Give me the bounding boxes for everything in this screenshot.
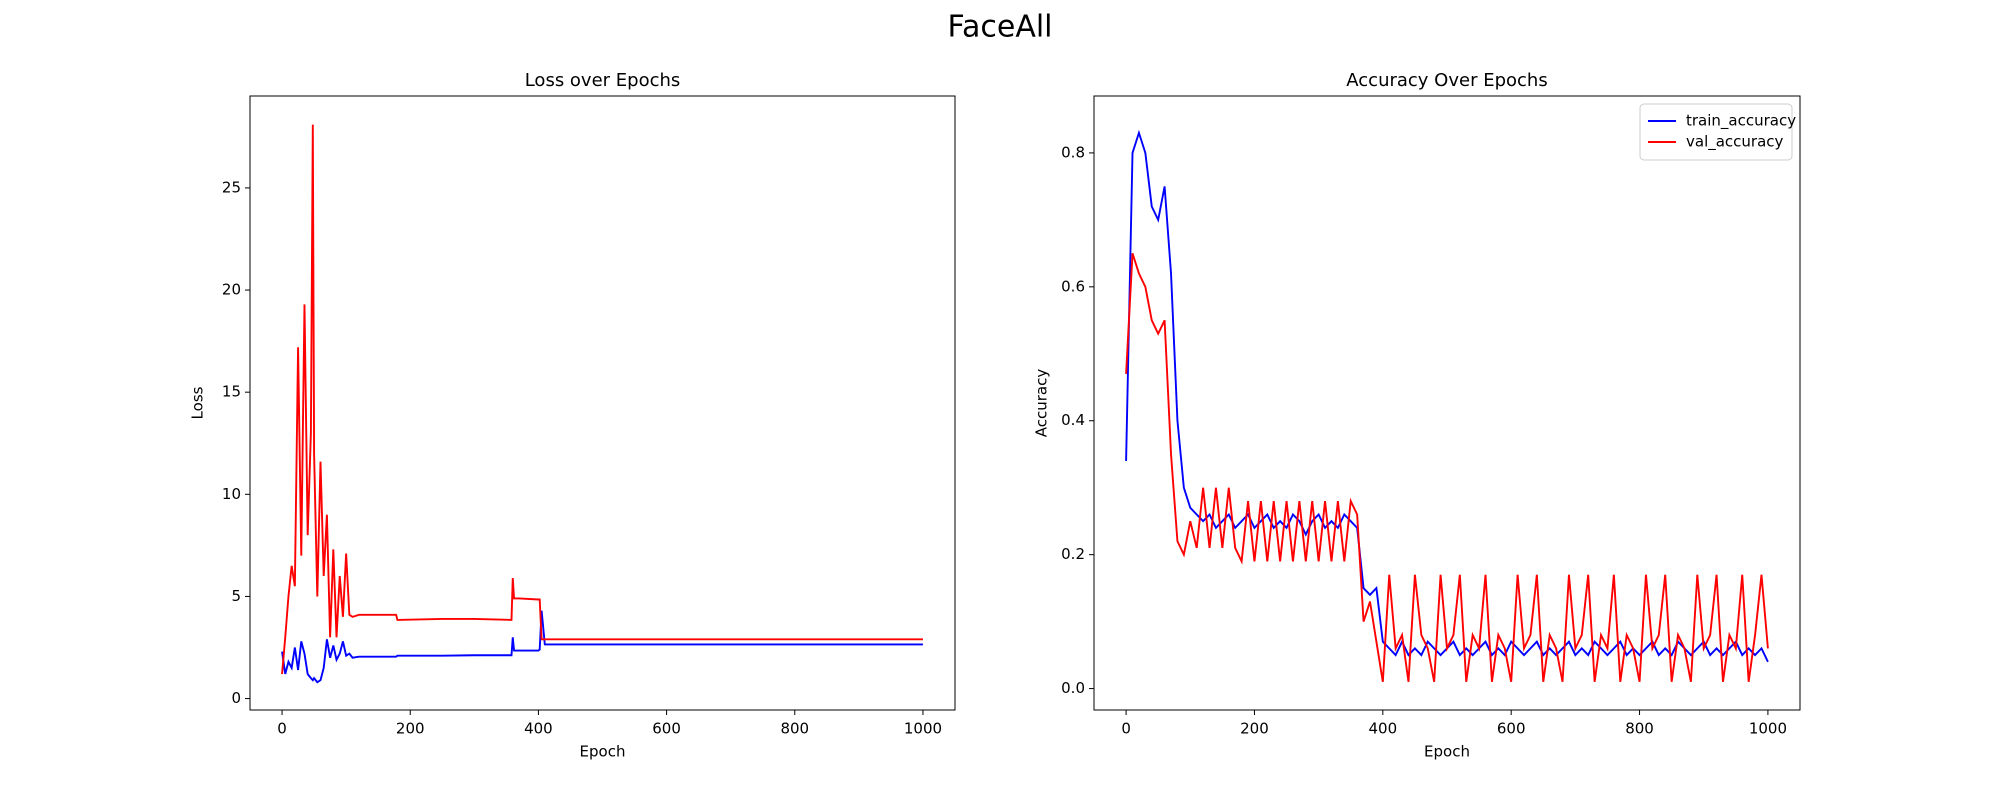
line-series [1125, 253, 1769, 683]
plot-frame [1093, 95, 1801, 711]
axis-title: Loss over Epochs [525, 70, 681, 91]
legend-box [1639, 103, 1793, 161]
y-tick-label: 15 [222, 383, 241, 401]
x-tick-label: 600 [652, 720, 681, 738]
y-tick-label: 0.6 [1061, 277, 1085, 295]
x-tick-label: 800 [780, 720, 809, 738]
y-tick-label: 20 [222, 281, 241, 299]
y-tick-label: 0.2 [1061, 545, 1085, 563]
x-tick-label: 1000 [904, 720, 942, 738]
x-axis-label: Epoch [580, 743, 626, 761]
x-tick-label: 0 [277, 720, 287, 738]
plot-frame [249, 95, 956, 711]
x-tick-label: 1000 [1749, 720, 1787, 738]
y-axis-label: Loss [189, 386, 207, 419]
x-tick-label: 200 [396, 720, 425, 738]
y-axis-label: Accuracy [1033, 369, 1051, 438]
x-tick-label: 400 [524, 720, 553, 738]
y-tick-label: 25 [222, 178, 241, 196]
figure-title: FaceAll [947, 10, 1052, 45]
x-tick-label: 800 [1625, 720, 1654, 738]
x-tick-label: 0 [1121, 720, 1131, 738]
y-tick-label: 0.8 [1061, 143, 1085, 161]
axis-title: Accuracy Over Epochs [1346, 70, 1547, 91]
y-tick-label: 5 [231, 587, 241, 605]
line-series [281, 610, 923, 684]
x-tick-label: 200 [1240, 720, 1269, 738]
y-tick-label: 0.0 [1061, 679, 1085, 697]
x-tick-label: 600 [1497, 720, 1526, 738]
legend-label: val_accuracy [1686, 133, 1784, 152]
line-series [281, 124, 923, 675]
line-series [1125, 129, 1769, 663]
legend-label: train_accuracy [1686, 112, 1796, 131]
x-tick-label: 400 [1368, 720, 1397, 738]
x-axis-label: Epoch [1424, 743, 1470, 761]
y-tick-label: 10 [222, 485, 241, 503]
y-tick-label: 0 [231, 689, 241, 707]
y-tick-label: 0.4 [1061, 411, 1085, 429]
